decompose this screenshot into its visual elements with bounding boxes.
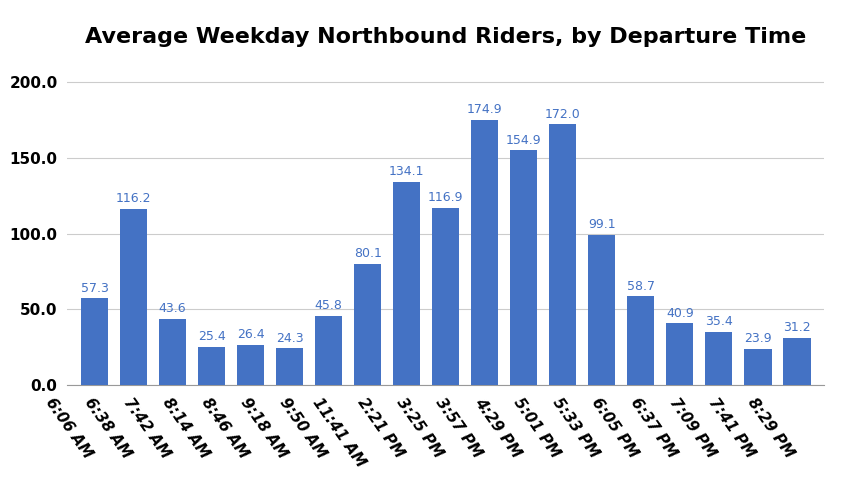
Bar — [706, 331, 733, 385]
Text: 116.9: 116.9 — [428, 191, 463, 204]
Bar — [471, 120, 499, 385]
Text: 134.1: 134.1 — [389, 165, 425, 178]
Text: 116.2: 116.2 — [116, 192, 151, 206]
Bar — [276, 348, 304, 385]
Text: 80.1: 80.1 — [354, 247, 382, 260]
Bar — [510, 150, 537, 385]
Text: 58.7: 58.7 — [627, 280, 655, 292]
Bar — [81, 298, 108, 385]
Text: 26.4: 26.4 — [237, 329, 264, 341]
Bar — [198, 347, 225, 385]
Text: 24.3: 24.3 — [276, 331, 304, 345]
Text: 40.9: 40.9 — [666, 306, 694, 320]
Bar — [159, 319, 186, 385]
Text: 25.4: 25.4 — [198, 330, 225, 343]
Text: 43.6: 43.6 — [159, 302, 187, 315]
Text: 45.8: 45.8 — [315, 299, 342, 312]
Title: Average Weekday Northbound Riders, by Departure Time: Average Weekday Northbound Riders, by De… — [85, 27, 807, 46]
Bar — [432, 208, 459, 385]
Text: 57.3: 57.3 — [81, 282, 108, 294]
Bar — [627, 296, 654, 385]
Bar — [393, 182, 420, 385]
Bar — [237, 345, 264, 385]
Bar — [549, 124, 576, 385]
Bar — [588, 235, 616, 385]
Text: 31.2: 31.2 — [783, 321, 811, 334]
Bar — [744, 349, 771, 385]
Bar — [315, 316, 342, 385]
Bar — [120, 209, 147, 385]
Text: 174.9: 174.9 — [467, 103, 503, 116]
Text: 99.1: 99.1 — [588, 218, 616, 231]
Bar — [783, 338, 811, 385]
Text: 23.9: 23.9 — [744, 332, 772, 345]
Text: 154.9: 154.9 — [506, 134, 542, 147]
Text: 172.0: 172.0 — [545, 108, 580, 121]
Bar — [354, 264, 381, 385]
Bar — [666, 323, 694, 385]
Text: 35.4: 35.4 — [705, 315, 733, 328]
